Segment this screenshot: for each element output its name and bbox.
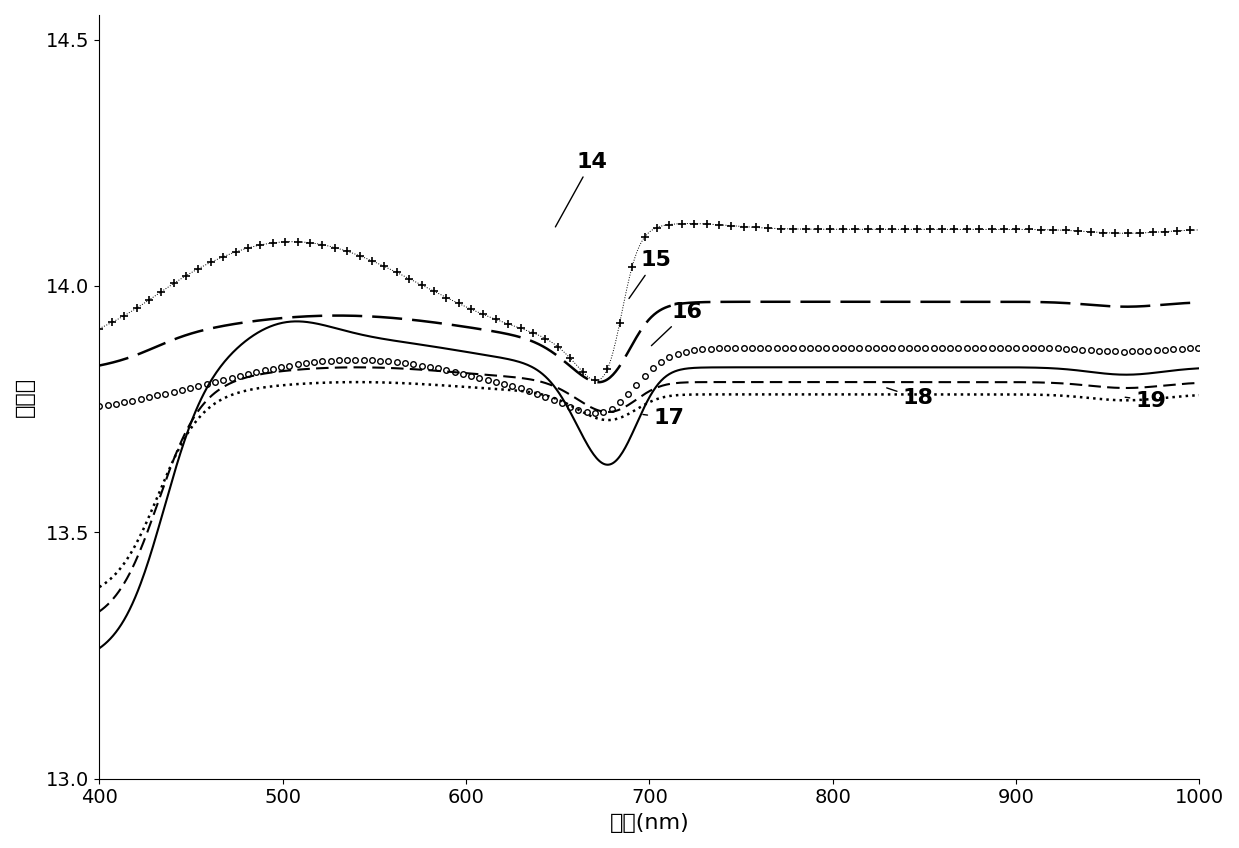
Text: 18: 18 <box>887 388 933 408</box>
Y-axis label: 图像简: 图像简 <box>15 377 35 417</box>
Text: 16: 16 <box>652 302 703 346</box>
Text: 17: 17 <box>643 408 684 428</box>
X-axis label: 波长(nm): 波长(nm) <box>610 813 689 833</box>
Text: 19: 19 <box>1125 391 1166 410</box>
Text: 14: 14 <box>555 152 607 227</box>
Text: 15: 15 <box>629 250 672 298</box>
